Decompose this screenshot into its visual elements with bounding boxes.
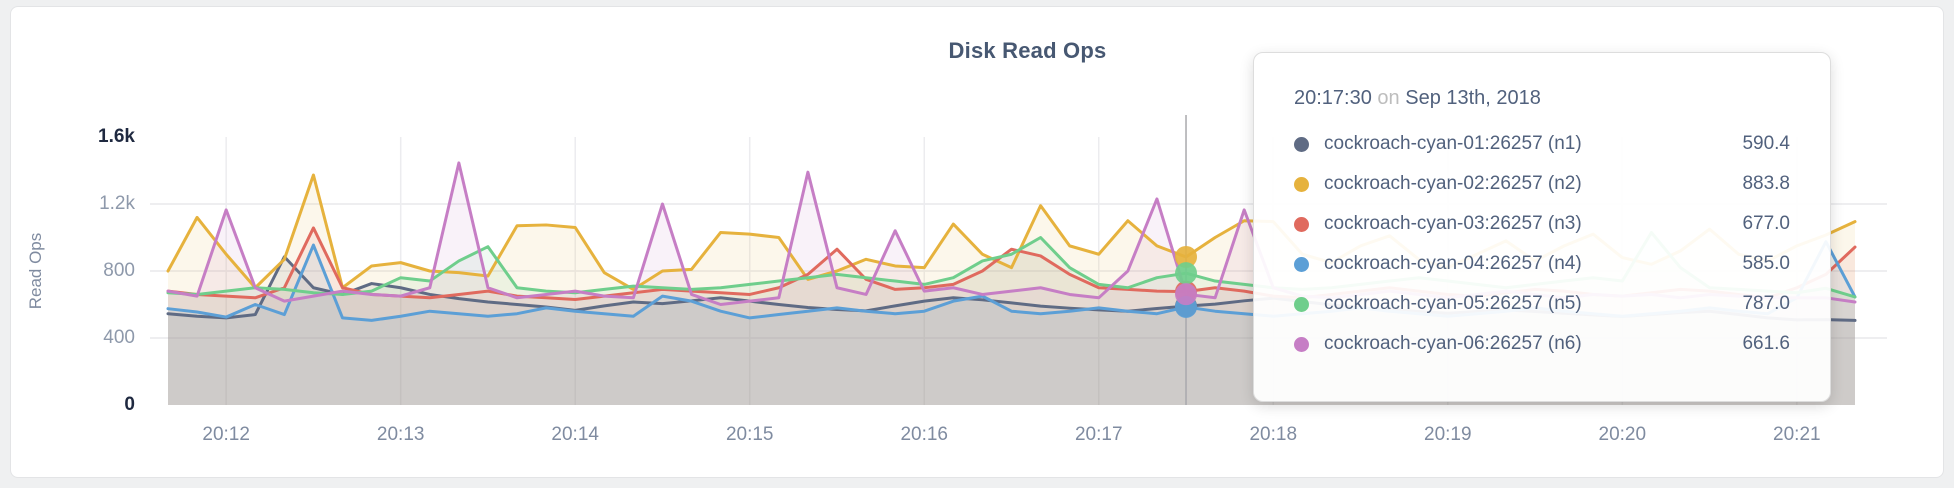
tooltip-series-label: cockroach-cyan-06:26257 (n6): [1324, 333, 1582, 354]
tooltip-series-label: cockroach-cyan-05:26257 (n5): [1324, 293, 1582, 314]
tooltip-date: Sep 13th, 2018: [1405, 87, 1541, 109]
tooltip-conjunction: on: [1377, 87, 1400, 109]
tooltip-row: cockroach-cyan-03:26257 (n3) 677.0: [1294, 204, 1790, 244]
hover-dot-n2: [1175, 245, 1198, 268]
hover-dot-n5: [1175, 262, 1198, 285]
series-color-dot-icon: [1294, 136, 1309, 152]
tooltip-row: cockroach-cyan-06:26257 (n6) 661.6: [1294, 324, 1790, 364]
tooltip-series-label: cockroach-cyan-02:26257 (n2): [1324, 173, 1582, 194]
y-tick-label: 1.2k: [99, 193, 135, 214]
series-color-dot-icon: [1294, 256, 1309, 272]
tooltip-row: cockroach-cyan-02:26257 (n2) 883.8: [1294, 164, 1790, 204]
tooltip-series-value: 590.4: [1742, 133, 1790, 154]
y-tick-label: 0: [124, 394, 135, 415]
x-tick-label: 20:14: [551, 424, 599, 445]
tooltip-series-value: 883.8: [1742, 173, 1790, 194]
x-tick-label: 20:20: [1598, 424, 1647, 445]
series-color-dot-icon: [1294, 296, 1309, 312]
series-color-dot-icon: [1294, 176, 1309, 192]
tooltip-row: cockroach-cyan-01:26257 (n1) 590.4: [1294, 124, 1790, 164]
tooltip-row: cockroach-cyan-04:26257 (n4) 585.0: [1294, 244, 1790, 284]
series-color-dot-icon: [1294, 216, 1309, 232]
x-tick-label: 20:13: [376, 424, 425, 445]
x-tick-label: 20:12: [202, 424, 250, 445]
y-tick-label: 800: [103, 260, 135, 281]
tooltip-row: cockroach-cyan-05:26257 (n5) 787.0: [1294, 284, 1790, 324]
x-tick-label: 20:17: [1074, 424, 1123, 445]
y-tick-label: 1.6k: [98, 126, 135, 147]
tooltip-header: 20:17:30 on Sep 13th, 2018: [1294, 87, 1790, 110]
tooltip-rows: cockroach-cyan-01:26257 (n1) 590.4 cockroa…: [1294, 124, 1790, 364]
tooltip-series-label: cockroach-cyan-03:26257 (n3): [1324, 213, 1582, 234]
hover-dot-n6: [1175, 283, 1198, 306]
tooltip-time: 20:17:30: [1294, 87, 1372, 109]
x-tick-label: 20:21: [1773, 424, 1821, 445]
chart-title: Disk Read Ops: [948, 38, 1107, 63]
tooltip-series-label: cockroach-cyan-04:26257 (n4): [1324, 253, 1582, 274]
tooltip-series-label: cockroach-cyan-01:26257 (n1): [1324, 133, 1582, 154]
series-color-dot-icon: [1294, 336, 1309, 352]
tooltip-series-value: 661.6: [1742, 333, 1790, 354]
hover-tooltip: 20:17:30 on Sep 13th, 2018 cockroach-cya…: [1253, 52, 1831, 402]
y-tick-label: 400: [103, 327, 135, 348]
x-tick-label: 20:18: [1249, 424, 1298, 445]
tooltip-series-value: 787.0: [1742, 293, 1790, 314]
x-tick-label: 20:15: [725, 424, 774, 445]
x-tick-label: 20:19: [1424, 424, 1472, 445]
x-tick-label: 20:16: [900, 424, 948, 445]
tooltip-series-value: 585.0: [1742, 253, 1790, 274]
tooltip-series-value: 677.0: [1742, 213, 1790, 234]
